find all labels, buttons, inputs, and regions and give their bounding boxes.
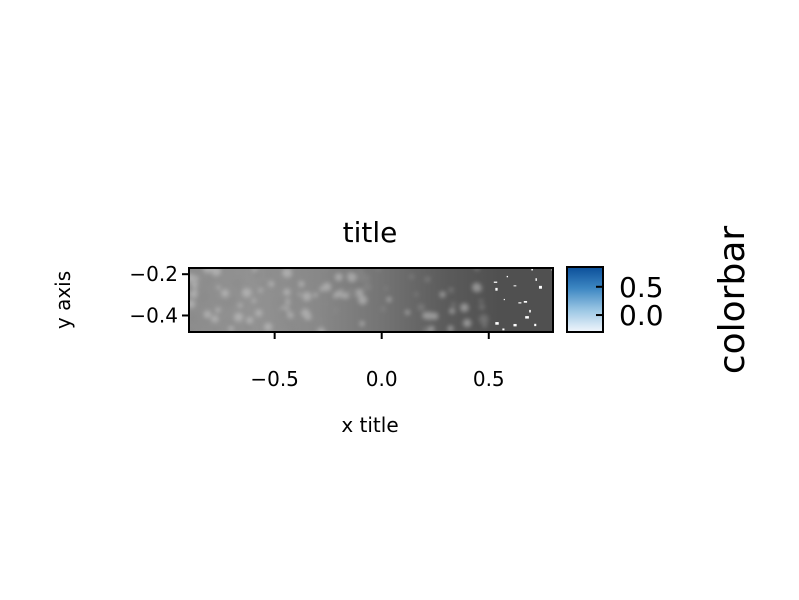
y-axis-label: y axis bbox=[51, 271, 75, 329]
y-axis: −0.2 −0.4 bbox=[129, 262, 189, 327]
colorbar-axis: 0.00.5 bbox=[596, 271, 664, 332]
y-tick-label: −0.2 bbox=[129, 262, 178, 286]
missing-data-gaps bbox=[493, 268, 553, 332]
chart-title: title bbox=[343, 216, 398, 249]
x-tick-label: 0.0 bbox=[366, 367, 398, 391]
x-axis-label: x title bbox=[341, 413, 398, 437]
plot-frame bbox=[188, 267, 554, 333]
colorbar-tick-label: 0.5 bbox=[619, 271, 664, 304]
y-tick-label: −0.4 bbox=[129, 303, 178, 327]
x-tick-label: −0.5 bbox=[250, 367, 299, 391]
colorbar-tick-label: 0.0 bbox=[619, 299, 664, 332]
colorbar-frame bbox=[566, 266, 604, 333]
colorbar-gradient bbox=[567, 267, 603, 332]
plot-area bbox=[189, 268, 553, 332]
x-tick-label: 0.5 bbox=[473, 367, 505, 391]
colorbar-label: colorbar bbox=[712, 226, 753, 375]
heatmap-texture bbox=[189, 268, 489, 332]
x-axis: −0.5 0.0 0.5 bbox=[250, 332, 505, 391]
